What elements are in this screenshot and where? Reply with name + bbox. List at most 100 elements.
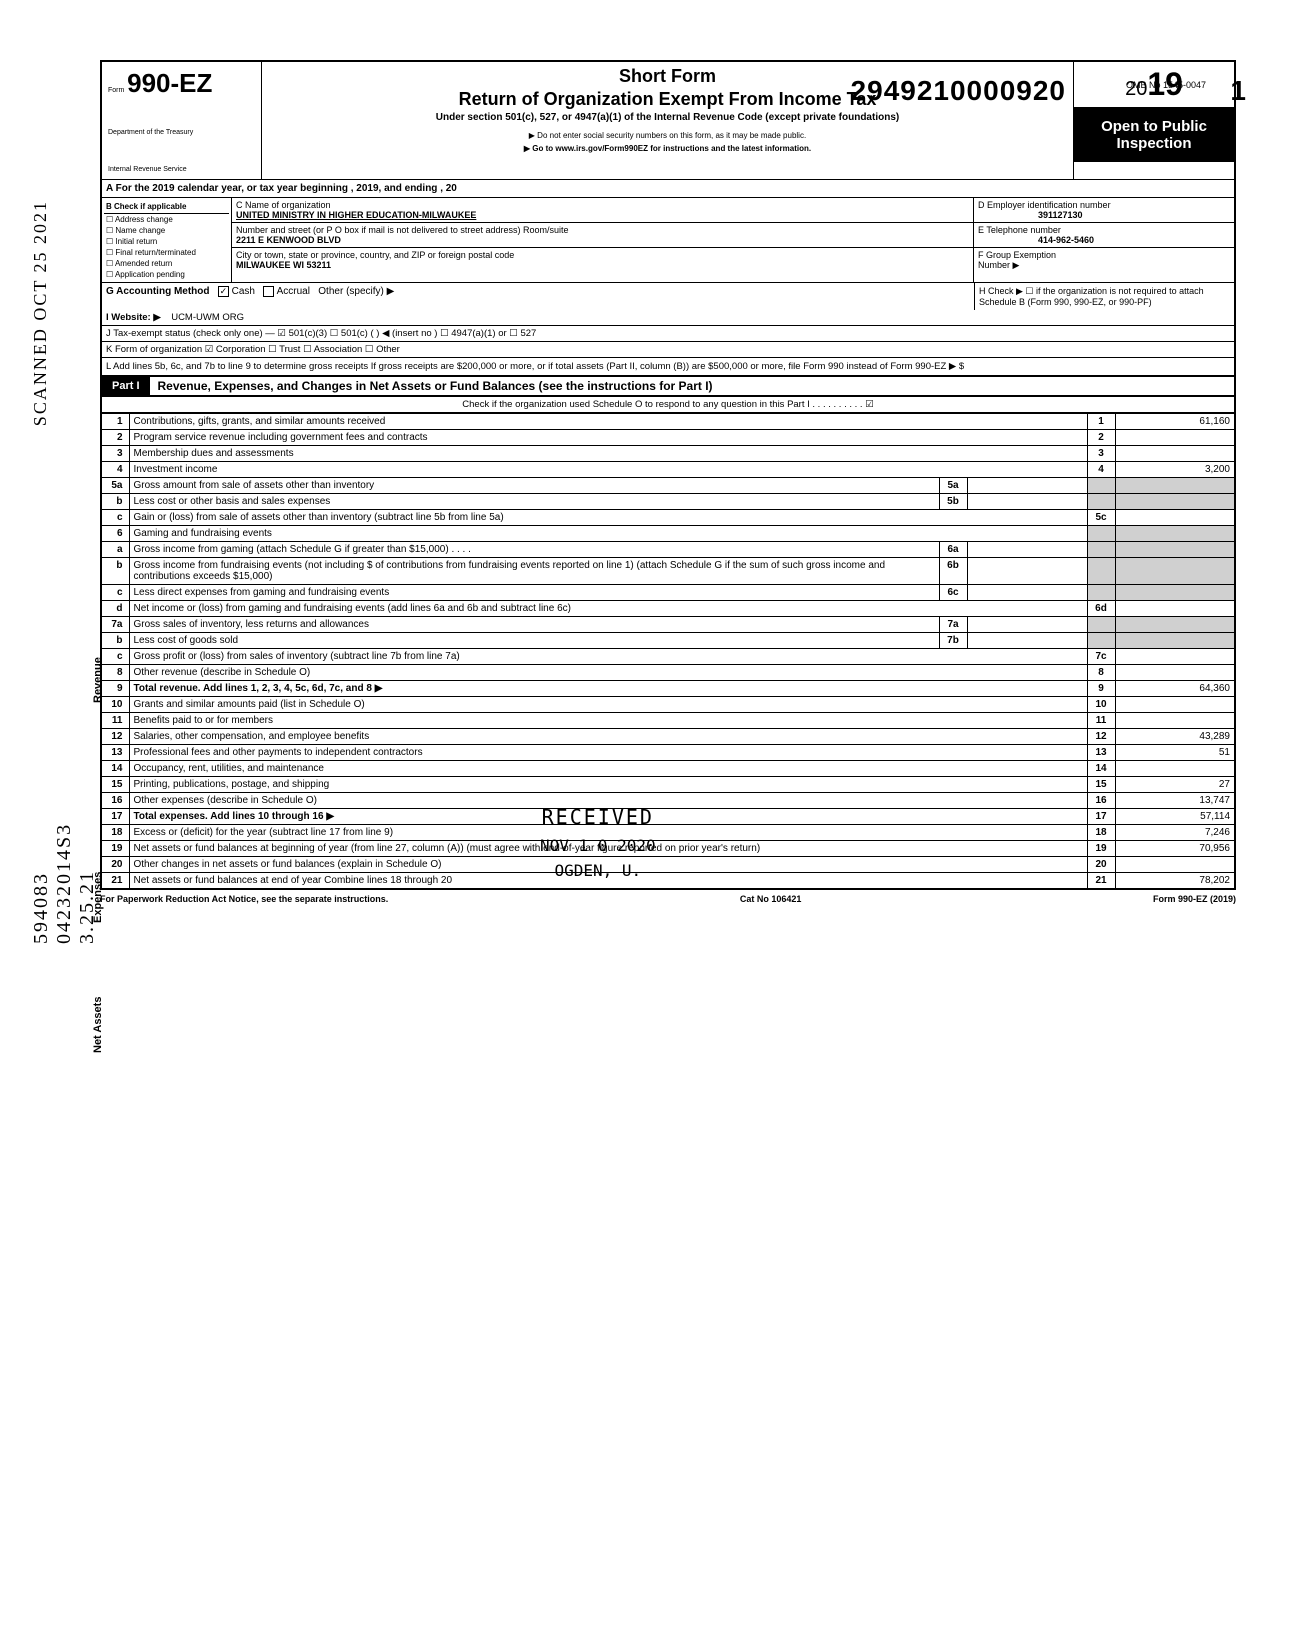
group-exemption-number-label: Number ▶ xyxy=(978,260,1019,270)
side-revenue-label: Revenue xyxy=(92,657,104,703)
chk-cash[interactable]: ✓ xyxy=(218,286,229,297)
line-desc: Less cost of goods sold xyxy=(129,633,939,649)
omb-number: OMB No 1545-0047 xyxy=(1126,80,1206,90)
line-number: c xyxy=(101,649,129,665)
line-row: 1Contributions, gifts, grants, and simil… xyxy=(101,414,1235,430)
line-right-val: 27 xyxy=(1115,777,1235,793)
line-right-val-shade xyxy=(1115,617,1235,633)
line-number: 10 xyxy=(101,697,129,713)
line-row: 9Total revenue. Add lines 1, 2, 3, 4, 5c… xyxy=(101,681,1235,697)
line-row: 14Occupancy, rent, utilities, and mainte… xyxy=(101,761,1235,777)
line-desc: Grants and similar amounts paid (list in… xyxy=(129,697,1087,713)
line-row: 3Membership dues and assessments3 xyxy=(101,446,1235,462)
line-right-num: 18 xyxy=(1087,825,1115,841)
line-row: aGross income from gaming (attach Schedu… xyxy=(101,542,1235,558)
line-row: dNet income or (loss) from gaming and fu… xyxy=(101,601,1235,617)
org-address: 2211 E KENWOOD BLVD xyxy=(236,235,341,245)
line-number: 20 xyxy=(101,857,129,873)
col-de: D Employer identification number 3911271… xyxy=(974,198,1234,282)
line-desc: Contributions, gifts, grants, and simila… xyxy=(129,414,1087,430)
line-right-val xyxy=(1115,446,1235,462)
part-1-tag: Part I xyxy=(102,377,150,395)
line-desc: Gross income from gaming (attach Schedul… xyxy=(129,542,939,558)
line-desc: Occupancy, rent, utilities, and maintena… xyxy=(129,761,1087,777)
chk-initial-return[interactable]: ☐ Initial return xyxy=(104,236,229,247)
footer-row: For Paperwork Reduction Act Notice, see … xyxy=(100,890,1236,904)
line-right-val: 61,160 xyxy=(1115,414,1235,430)
row-a-tax-year: A For the 2019 calendar year, or tax yea… xyxy=(100,179,1236,198)
line-desc: Total revenue. Add lines 1, 2, 3, 4, 5c,… xyxy=(129,681,1087,697)
line-right-val: 43,289 xyxy=(1115,729,1235,745)
line-mid-num: 6a xyxy=(939,542,967,558)
form-number: 990-EZ xyxy=(127,68,212,98)
city-label: City or town, state or province, country… xyxy=(236,250,514,260)
line-right-num-shade xyxy=(1087,478,1115,494)
line-right-num-shade xyxy=(1087,585,1115,601)
line-row: 6Gaming and fundraising events xyxy=(101,526,1235,542)
line-desc: Gross amount from sale of assets other t… xyxy=(129,478,939,494)
h-schedule-b: H Check ▶ ☐ if the organization is not r… xyxy=(974,283,1234,310)
line-row: 16Other expenses (describe in Schedule O… xyxy=(101,793,1235,809)
info-block: B Check if applicable ☐ Address change ☐… xyxy=(100,198,1236,282)
line-row: 4Investment income43,200 xyxy=(101,462,1235,478)
line-right-val: 57,114 xyxy=(1115,809,1235,825)
line-number: 3 xyxy=(101,446,129,462)
line-mid-num: 7a xyxy=(939,617,967,633)
line-mid-num: 7b xyxy=(939,633,967,649)
line-desc: Other revenue (describe in Schedule O) xyxy=(129,665,1087,681)
col-c-org-info: C Name of organization UNITED MINISTRY I… xyxy=(232,198,974,282)
line-row: 10Grants and similar amounts paid (list … xyxy=(101,697,1235,713)
line-row: 13Professional fees and other payments t… xyxy=(101,745,1235,761)
line-mid-val xyxy=(967,585,1087,601)
line-mid-val xyxy=(967,633,1087,649)
line-number: 5a xyxy=(101,478,129,494)
line-right-num: 9 xyxy=(1087,681,1115,697)
line-number: b xyxy=(101,633,129,649)
line-row: bGross income from fundraising events (n… xyxy=(101,558,1235,585)
line-right-val xyxy=(1115,510,1235,526)
chk-name-change[interactable]: ☐ Name change xyxy=(104,225,229,236)
line-mid-num: 5a xyxy=(939,478,967,494)
footer-paperwork: For Paperwork Reduction Act Notice, see … xyxy=(100,894,388,904)
line-row: 8Other revenue (describe in Schedule O)8 xyxy=(101,665,1235,681)
line-desc: Less direct expenses from gaming and fun… xyxy=(129,585,939,601)
line-number: 12 xyxy=(101,729,129,745)
form-prefix: Form xyxy=(108,87,124,94)
line-desc: Net income or (loss) from gaming and fun… xyxy=(129,601,1087,617)
line-row: 20Other changes in net assets or fund ba… xyxy=(101,857,1235,873)
line-right-val-shade xyxy=(1115,558,1235,585)
row-i-website: I Website: ▶ UCM-UWM ORG xyxy=(100,310,1236,326)
addr-label: Number and street (or P O box if mail is… xyxy=(236,225,568,235)
chk-amended-return[interactable]: ☐ Amended return xyxy=(104,258,229,269)
chk-address-change[interactable]: ☐ Address change xyxy=(104,214,229,225)
line-right-val: 64,360 xyxy=(1115,681,1235,697)
line-mid-val xyxy=(967,558,1087,585)
dln-number: 2949210000920 xyxy=(851,75,1066,107)
line-row: 5aGross amount from sale of assets other… xyxy=(101,478,1235,494)
line-right-num: 4 xyxy=(1087,462,1115,478)
line-right-num: 12 xyxy=(1087,729,1115,745)
line-right-val: 51 xyxy=(1115,745,1235,761)
org-name-label: C Name of organization xyxy=(236,200,331,210)
line-number: 13 xyxy=(101,745,129,761)
line-right-val-shade xyxy=(1115,542,1235,558)
line-right-num: 5c xyxy=(1087,510,1115,526)
line-right-num-shade xyxy=(1087,494,1115,510)
line-number: a xyxy=(101,542,129,558)
footer-form: Form 990-EZ (2019) xyxy=(1153,894,1236,904)
line-number: 16 xyxy=(101,793,129,809)
part-1-check: Check if the organization used Schedule … xyxy=(100,397,1236,413)
tel-value: 414-962-5460 xyxy=(978,235,1094,245)
line-number: 4 xyxy=(101,462,129,478)
line-mid-val xyxy=(967,542,1087,558)
side-expenses-label: Expenses xyxy=(92,872,104,923)
chk-application-pending[interactable]: ☐ Application pending xyxy=(104,269,229,280)
row-j-tax-status: J Tax-exempt status (check only one) — ☑… xyxy=(100,326,1236,342)
chk-final-return[interactable]: ☐ Final return/terminated xyxy=(104,247,229,258)
chk-accrual[interactable] xyxy=(263,286,274,297)
org-city: MILWAUKEE WI 53211 xyxy=(236,260,331,270)
side-netassets-label: Net Assets xyxy=(92,997,104,1053)
line-desc: Benefits paid to or for members xyxy=(129,713,1087,729)
line-right-num: 2 xyxy=(1087,430,1115,446)
line-right-val xyxy=(1115,430,1235,446)
